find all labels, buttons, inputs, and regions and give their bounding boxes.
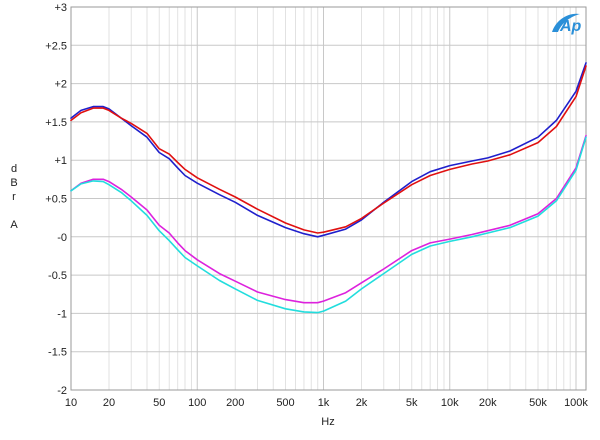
y-axis-label-char: d [11,163,17,175]
y-axis-label-char: A [10,219,18,231]
ap-logo-text: Ap [559,18,582,35]
y-tick-label: -1.5 [48,347,67,359]
x-tick-labels: 10 20 50 100 200 500 1k 2k 5k 10k 20k 50k 100k [65,397,589,409]
y-axis-label: dBr A [10,163,18,231]
y-tick-label: -0.5 [48,270,67,282]
y-tick-label: +1.5 [45,117,67,129]
ap-logo: Ap [552,13,582,35]
x-tick-label: 2k [356,397,368,409]
y-tick-label: -1 [57,308,67,320]
x-tick-label: 10k [441,397,459,409]
x-tick-label: 200 [226,397,244,409]
series-line-3 [70,134,587,304]
x-tick-label: 1k [318,397,330,409]
x-tick-label: 50 [153,397,165,409]
y-tick-label: +2.5 [45,40,67,52]
x-tick-label: 100 [188,397,206,409]
y-tick-label: +3 [54,2,67,14]
y-tick-label: +1 [54,155,67,167]
x-tick-label: 50k [529,397,547,409]
y-tick-label: -0 [57,232,67,244]
x-tick-label: 5k [406,397,418,409]
x-axis-label: Hz [321,416,334,428]
series-line-4 [70,136,587,314]
y-tick-label: +2 [54,79,67,91]
y-tick-label: -2 [57,385,67,397]
series-layer [70,62,587,314]
x-tick-label: 20 [103,397,115,409]
y-axis-label-char: r [12,191,16,203]
x-tick-label: 500 [276,397,294,409]
x-tick-label: 100k [564,397,588,409]
y-tick-label: +0.5 [45,194,67,206]
major-gridlines [70,6,586,391]
plot-frame [70,6,587,391]
y-axis-label-char: B [10,177,17,189]
series-line-2 [70,65,587,234]
y-tick-labels: +3 +2.5 +2 +1.5 +1 +0.5 -0 -0.5 -1 -1.5 -2 [45,2,67,397]
x-tick-label: 20k [479,397,497,409]
x-tick-label: 10 [65,397,77,409]
